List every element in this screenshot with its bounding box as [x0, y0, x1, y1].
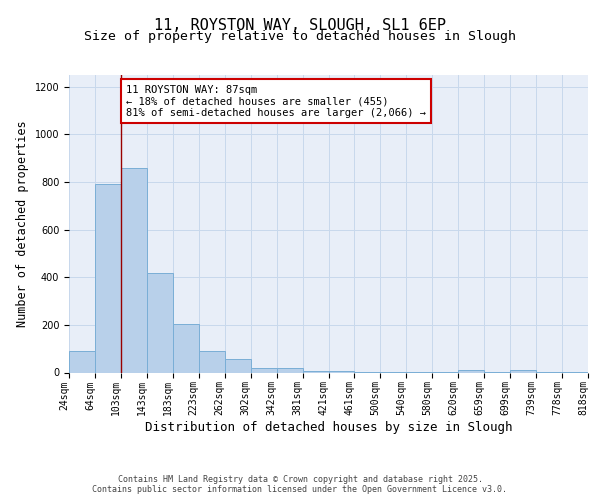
Bar [510, 370, 536, 372]
Text: Contains HM Land Registry data © Crown copyright and database right 2025.
Contai: Contains HM Land Registry data © Crown c… [92, 474, 508, 494]
Text: Size of property relative to detached houses in Slough: Size of property relative to detached ho… [84, 30, 516, 43]
Bar [225, 360, 251, 372]
Bar [147, 272, 173, 372]
Y-axis label: Number of detached properties: Number of detached properties [16, 120, 29, 327]
Bar [277, 368, 302, 372]
Text: 11, ROYSTON WAY, SLOUGH, SL1 6EP: 11, ROYSTON WAY, SLOUGH, SL1 6EP [154, 18, 446, 32]
Bar [251, 368, 277, 372]
Bar [458, 370, 484, 372]
Bar [199, 351, 224, 372]
Bar [173, 324, 199, 372]
Bar [95, 184, 121, 372]
Text: 11 ROYSTON WAY: 87sqm
← 18% of detached houses are smaller (455)
81% of semi-det: 11 ROYSTON WAY: 87sqm ← 18% of detached … [126, 84, 426, 117]
X-axis label: Distribution of detached houses by size in Slough: Distribution of detached houses by size … [145, 421, 512, 434]
Bar [69, 351, 95, 372]
Bar [121, 168, 147, 372]
